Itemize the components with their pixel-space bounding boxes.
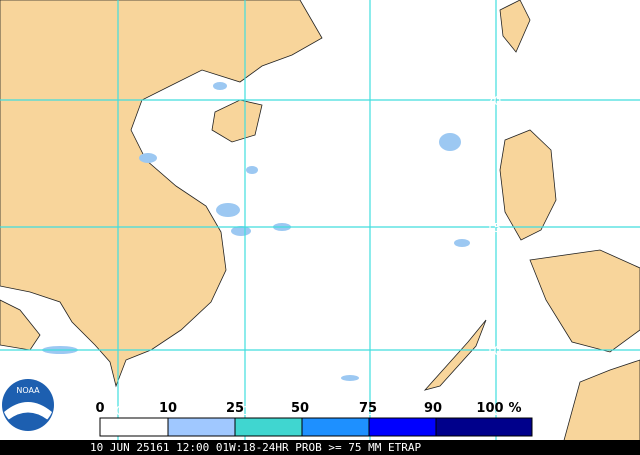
- lat-label: 15: [486, 221, 501, 235]
- lat-label: 20: [486, 94, 501, 108]
- legend-label: 50: [291, 401, 309, 416]
- lon-label: 115: [360, 404, 383, 418]
- legend-label: 90: [424, 401, 442, 416]
- lat-label: 10: [486, 344, 501, 358]
- noaa-logo: NOAA: [2, 379, 54, 431]
- legend-label: 0: [95, 401, 104, 416]
- legend: 0 10 25 50 75 90 100 %: [95, 401, 533, 437]
- legend-unit: %: [508, 401, 521, 416]
- legend-label: 75: [359, 401, 377, 416]
- lon-label: 105: [108, 404, 131, 418]
- footer-text: 10 JUN 25161 12:00 01W:18-24HR PROB >= 7…: [90, 441, 422, 454]
- lon-label: 120: [486, 404, 509, 418]
- precip-areas: [42, 82, 470, 381]
- graticule: [0, 0, 640, 440]
- logo-text: NOAA: [16, 386, 40, 395]
- legend-label: 25: [226, 401, 244, 416]
- legend-label: 100: [476, 401, 503, 416]
- legend-label: 10: [159, 401, 177, 416]
- lon-label: 110: [235, 404, 258, 418]
- footer-bar: [0, 440, 640, 455]
